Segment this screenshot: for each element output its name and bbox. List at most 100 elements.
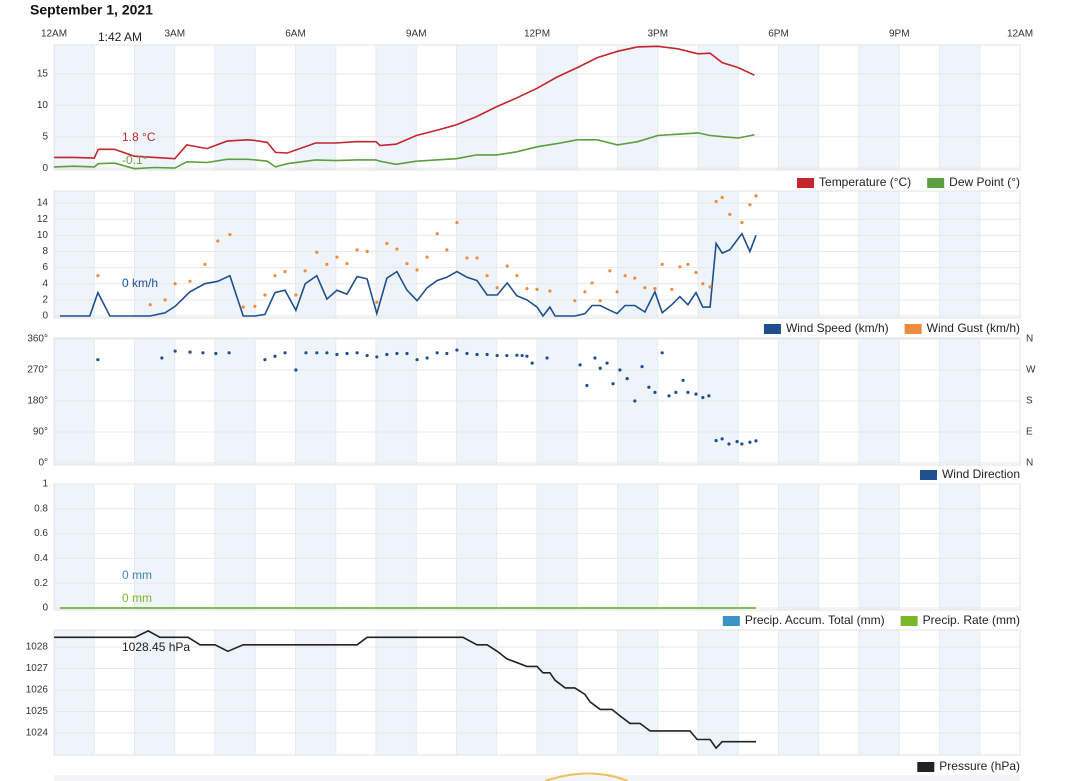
series-point: [425, 255, 429, 259]
hour-band: [698, 191, 739, 318]
series-point: [325, 351, 329, 355]
series-point: [505, 264, 509, 268]
hour-band: [859, 630, 900, 755]
y-tick-label: 6: [42, 262, 48, 273]
series-point: [405, 261, 409, 266]
panel: 0 2 4 6 8 10 12 14 Wind Gust (km/h) Wind Speed (k…: [37, 190, 1021, 335]
series-point: [263, 358, 267, 362]
series-point: [216, 239, 220, 243]
series-point: [598, 299, 602, 303]
hour-band: [698, 338, 739, 465]
series-point: [530, 361, 534, 365]
legend-label: Wind Speed (km/h): [786, 321, 889, 335]
x-tick-label: 12AM: [41, 29, 67, 40]
series-point: [578, 363, 582, 367]
hour-band: [134, 45, 175, 170]
annotation: 0 mm: [122, 568, 152, 582]
series-point: [678, 265, 682, 269]
hour-band: [215, 191, 256, 318]
series-point: [615, 290, 619, 294]
series-point: [253, 304, 257, 308]
annotation: 1.8 °C: [122, 130, 156, 144]
series-point: [435, 232, 439, 236]
series-point: [573, 299, 577, 303]
series-point: [203, 262, 207, 266]
hour-band: [859, 191, 900, 318]
series-point: [355, 248, 359, 252]
series-point: [445, 248, 449, 252]
series-point: [714, 199, 718, 204]
series-point: [355, 351, 359, 355]
panel: 0 0.2 0.4 0.6 0.8 1 Precip. Rate (mm) Precip. A…: [34, 479, 1021, 627]
series-point: [548, 289, 552, 293]
series-point: [670, 287, 674, 291]
y-tick-label: 90°: [33, 427, 48, 438]
series-point: [345, 351, 349, 356]
series-point: [365, 353, 369, 358]
x-tick-label: 9AM: [406, 29, 427, 40]
series-point: [728, 212, 732, 216]
y2-tick-label: S: [1026, 396, 1033, 407]
series-point: [653, 286, 657, 291]
panel: 1024 1025 1026 1027 1028 Pressure (hPa): [26, 629, 1021, 773]
y-tick-label: 0.8: [34, 503, 48, 514]
series-point: [611, 382, 615, 386]
series-point: [485, 274, 489, 278]
hour-band: [617, 338, 658, 465]
hour-band: [859, 45, 900, 170]
y-tick-label: 1025: [26, 706, 49, 717]
legend-swatch: [722, 616, 740, 626]
series-point: [590, 281, 594, 285]
series-point: [304, 351, 308, 355]
series-point: [515, 353, 519, 357]
y-tick-label: 270°: [27, 365, 48, 376]
x-tick-label: 12AM: [1007, 29, 1033, 40]
series-point: [315, 351, 319, 355]
legend-swatch: [797, 178, 815, 188]
legend-label: Temperature (°C): [819, 175, 911, 189]
x-tick-label: 3AM: [164, 29, 185, 40]
hour-band: [939, 630, 980, 755]
series-point: [754, 194, 758, 198]
series-point: [640, 364, 644, 369]
hour-band: [617, 45, 658, 170]
hour-band: [939, 484, 980, 610]
page-title: September 1, 2021: [30, 2, 153, 18]
hour-band: [778, 630, 819, 755]
hour-band: [54, 338, 95, 465]
panel-frame: [53, 44, 1021, 171]
series-point: [345, 261, 349, 266]
hour-band: [537, 191, 578, 318]
series-point: [643, 286, 647, 290]
y-tick-label: 15: [37, 69, 49, 80]
series-point: [583, 290, 587, 294]
series-point: [303, 269, 307, 273]
series-point: [294, 368, 298, 372]
annotation: 1028.45 hPa: [122, 640, 190, 654]
hour-band: [376, 191, 417, 318]
series-point: [495, 286, 499, 290]
series-point: [325, 262, 329, 266]
series-point: [505, 353, 509, 358]
series-point: [674, 390, 678, 394]
y-tick-label: 0°: [38, 458, 48, 469]
y-tick-label: 1028: [26, 642, 49, 653]
series-point: [395, 351, 399, 356]
legend-label: Wind Direction: [942, 467, 1020, 481]
series-point: [405, 351, 409, 356]
y-tick-label: 360°: [27, 334, 48, 345]
panel: 0° 90° 180° 270° 360° N E S W N Wind Direction: [27, 334, 1036, 481]
hour-band: [134, 630, 175, 755]
series-point: [686, 390, 690, 394]
legend-swatch: [927, 178, 945, 188]
y-tick-label: 14: [37, 198, 49, 209]
hour-band: [617, 630, 658, 755]
series-point: [660, 262, 664, 266]
series-point: [701, 282, 705, 286]
hour-band: [456, 45, 497, 170]
series-point: [681, 378, 685, 382]
series-point: [475, 352, 479, 357]
series-point: [214, 351, 218, 356]
hour-band: [134, 191, 175, 318]
